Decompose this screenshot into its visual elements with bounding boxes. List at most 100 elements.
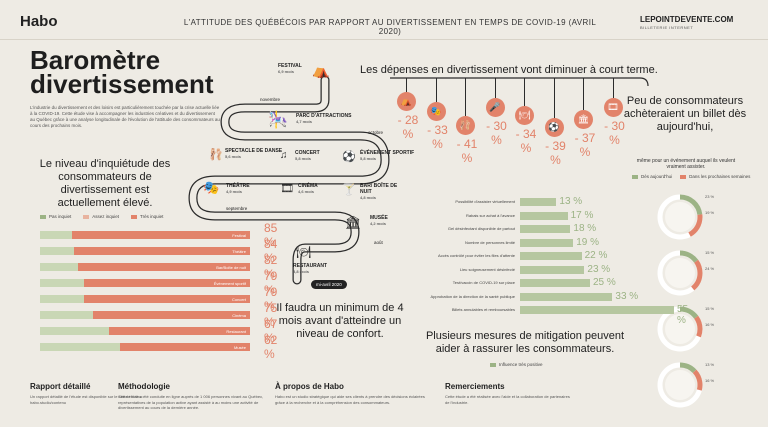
donut-today-pct: 15 % — [705, 250, 715, 255]
mitigation-bar — [520, 238, 574, 247]
spending-heading: Les dépenses en divertissement vont dimi… — [360, 64, 658, 76]
mitigation-label: Nombre de personnes limité — [464, 239, 515, 245]
donut-weeks — [657, 362, 703, 408]
theater-icon: 🎭 — [203, 180, 220, 195]
mitigation-pct: 25 % — [593, 277, 616, 288]
spend-connector — [465, 78, 466, 116]
sport-icon: ⚽ — [342, 151, 356, 163]
mitigation-pct: 55 % — [677, 304, 689, 326]
tickets-heading: Peu de consommateurs achèteraient un bil… — [623, 95, 747, 133]
festival-icon: ⛺ — [397, 92, 416, 111]
worry-label: Cinéma — [232, 312, 246, 318]
mitigation-row: Approbation de la direction de la santé … — [395, 290, 675, 302]
footer-about: À propos de Habo Habo est un studio stra… — [275, 382, 425, 405]
donut-weeks-pct: 16 % — [705, 378, 715, 383]
donut-today-pct: 23 % — [705, 194, 715, 199]
spend-pct: - 30 % — [486, 119, 507, 147]
ticket-donut — [657, 306, 703, 352]
worry-label: Restaurant — [226, 328, 246, 334]
ticket-donut — [657, 362, 703, 408]
ticket-donut — [657, 194, 703, 240]
museum-icon: 🏛 — [345, 215, 362, 230]
spend-pct: - 34 % — [515, 127, 537, 155]
mitigation-pct: 17 % — [570, 209, 594, 221]
worry-label: Événement sportif — [213, 280, 246, 286]
mitigation-row: Test/vaccin de COVID-19 sur place 25 % — [395, 277, 675, 288]
donut-weeks — [657, 194, 703, 240]
footer-method: Méthodologie Cette étude a été conduite … — [118, 382, 264, 410]
mitigation-label: Accès contrôlé pour éviter les files d'a… — [437, 253, 515, 258]
stop-sport: ÉVÉNEMENT SPORTIF 5,8 mois — [360, 150, 415, 161]
bar-icon: 🍸 — [342, 184, 356, 196]
mitigation-pct: 33 % — [615, 290, 639, 302]
worry-pct: 85 % — [264, 221, 278, 249]
donut-today — [657, 194, 703, 240]
worry-label: Bar/Boîte de nuit — [216, 264, 246, 270]
mitigation-label: Rabais sur achat à l'avance — [465, 212, 515, 218]
mitigation-row: Lieu soigneusement désinfecté 23 % — [395, 263, 675, 275]
donut-weeks-pct: 16 % — [705, 322, 715, 327]
stop-danse: SPECTACLE DE DANSE 5,6 mois — [225, 148, 283, 159]
mitigation-bar — [520, 279, 590, 287]
worry-bar — [73, 247, 250, 255]
mitigation-label: Lieu soigneusement désinfecté — [459, 266, 515, 272]
donut-center — [665, 258, 695, 288]
worry-pct: 79 % — [264, 285, 278, 313]
worry-pct: 75 % — [264, 301, 278, 329]
donut-today — [657, 362, 703, 408]
spend-connector — [583, 78, 584, 110]
spending-rail — [390, 77, 649, 87]
mitigation-bar-chart: Possibilité d'assister virtuellement 13 %… — [395, 196, 688, 326]
donut-center — [665, 370, 695, 400]
month-label: novembre — [260, 97, 281, 102]
spend-connector — [553, 78, 555, 118]
spend-pct: - 41 % — [456, 137, 478, 165]
stop-restaurant: RESTAURANT 3,8 mois — [293, 263, 328, 274]
mitigation-pct: 22 % — [584, 250, 608, 261]
timeline-road — [188, 75, 390, 285]
mitigation-bar — [520, 198, 557, 206]
mitigation-label: Gel désinfectant disponible de partout — [447, 226, 515, 231]
mitigation-row: Accès contrôlé pour éviter les files d'a… — [395, 250, 675, 261]
worry-row: Cinéma 75 % — [40, 301, 277, 329]
restaurant-icon: 🍽 — [296, 245, 312, 259]
mitigation-pct: 19 % — [576, 236, 599, 248]
dance-icon: 🩰 — [209, 149, 223, 161]
worry-row: Concert 79 % — [40, 285, 277, 313]
spend-pct: - 28 % — [397, 113, 419, 141]
stop-bar: BAR/ BOÎTE DE NUIT 4,8 mois — [360, 183, 398, 200]
worry-heading: Le niveau d'inquiétude des consommateurs… — [39, 158, 171, 209]
hero-title: Baromètre divertissement — [30, 45, 214, 99]
festival-icon: ⛺ — [312, 62, 330, 78]
mitigation-label: Billets annulables et remboursables — [451, 307, 515, 312]
worry-pct: 67 % — [264, 317, 278, 345]
mitigation-bar — [520, 265, 585, 274]
spend-pct: - 33 % — [427, 123, 448, 151]
worry-label: Festival — [232, 232, 246, 238]
mitigation-row: Nombre de personnes limité 19 % — [395, 236, 675, 248]
mitigation-row: Possibilité d'assister virtuellement 13 % — [395, 196, 675, 207]
mitigation-heading: Plusieurs mesures de mitigation peuvent … — [425, 330, 625, 355]
worry-bar — [84, 279, 250, 287]
dance-icon: 🩰 — [456, 116, 475, 135]
concert-icon: 🎤 — [485, 98, 505, 117]
intro-text: L'industrie du divertissement et des loi… — [30, 105, 220, 128]
stop-theatre: THÉÂTRE 4,9 mois — [226, 183, 250, 194]
tickets-legend: Dès aujourd'hui Dans les prochaines sema… — [632, 174, 750, 179]
worry-row: Théâtre 84 % — [40, 237, 277, 265]
donut-today — [657, 250, 703, 296]
mitigation-pct: 23 % — [587, 263, 611, 275]
spend-pct: - 39 % — [545, 139, 566, 167]
cinema-icon: 🎞 — [280, 183, 294, 195]
spend-connector — [494, 78, 496, 98]
mitigation-pct: 18 % — [573, 223, 597, 234]
stop-festival: FESTIVAL 6,9 mois — [278, 63, 302, 74]
mitigation-pct: 13 % — [559, 196, 583, 207]
donut-today-pct: 15 % — [705, 306, 715, 311]
stop-musee: MUSÉE 4,2 mois — [370, 215, 388, 226]
footer-report: Rapport détaillé Un rapport détaillé de … — [30, 382, 144, 405]
habo-logo: Habo — [20, 13, 58, 30]
restaurant-icon: 🍽 — [515, 106, 534, 125]
sport-icon: ⚽ — [544, 118, 564, 137]
worry-pct: 84 % — [264, 237, 278, 265]
